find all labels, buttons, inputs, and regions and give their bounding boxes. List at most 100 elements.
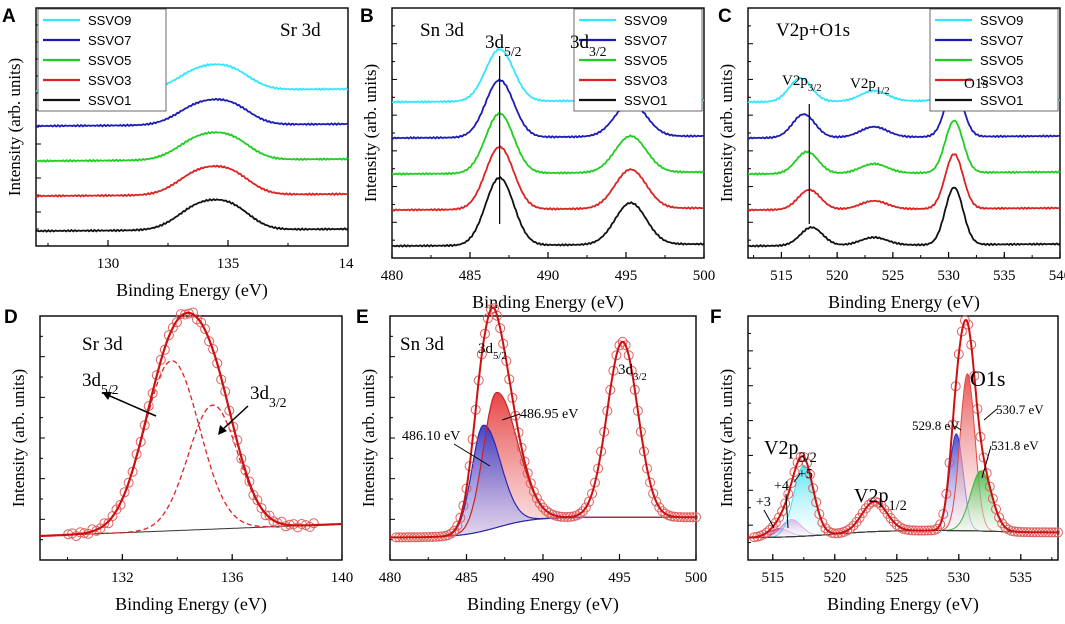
data-point bbox=[308, 518, 319, 529]
data-point bbox=[863, 499, 874, 510]
y-axis-label: Intensity (arb. units) bbox=[717, 369, 736, 507]
data-point bbox=[811, 497, 822, 508]
panel-C: 515 520 525 530 535 540 Binding Energy (eV) Int… bbox=[717, 7, 1065, 313]
peak-label: 3d5/2 bbox=[478, 341, 507, 362]
arrow-head bbox=[218, 425, 227, 435]
peak-label: 3d3/2 bbox=[570, 32, 607, 59]
x-tick-label: 485 bbox=[459, 268, 482, 284]
x-tick-label: 525 bbox=[882, 268, 905, 284]
y-axis-label: Intensity (arb. units) bbox=[9, 369, 28, 507]
legend-label: SSVO5 bbox=[624, 53, 667, 68]
valence-label: +4 bbox=[774, 479, 789, 494]
series-line-SSVO7 bbox=[35, 97, 349, 128]
x-tick-label: 130 bbox=[97, 256, 120, 272]
y-axis-label: Intensity (arb. units) bbox=[361, 64, 380, 202]
fit-envelope bbox=[390, 306, 696, 539]
legend-label: SSVO7 bbox=[980, 33, 1023, 48]
data-point bbox=[617, 336, 628, 347]
leader-line bbox=[793, 473, 801, 483]
leader-line bbox=[785, 493, 789, 529]
legend-label: SSVO3 bbox=[980, 73, 1023, 88]
x-tick-label: 500 bbox=[693, 268, 716, 284]
data-point bbox=[805, 469, 815, 480]
data-point bbox=[614, 340, 625, 351]
peak-label: V2p3/2 bbox=[764, 437, 817, 466]
x-tick-label: 535 bbox=[993, 268, 1016, 284]
x-tick-label: 540 bbox=[1049, 268, 1065, 284]
legend-label: SSVO1 bbox=[624, 93, 667, 108]
baseline bbox=[390, 516, 696, 538]
y-axis-label: Intensity (arb. units) bbox=[359, 369, 378, 507]
legend-label: SSVO5 bbox=[980, 53, 1023, 68]
data-point bbox=[780, 498, 791, 509]
data-point bbox=[492, 310, 503, 321]
x-tick-label: 135 bbox=[217, 256, 240, 272]
data-point bbox=[528, 486, 539, 497]
data-point bbox=[590, 477, 600, 488]
data-point bbox=[620, 340, 631, 351]
legend-label: SSVO7 bbox=[624, 33, 667, 48]
data-point bbox=[786, 478, 797, 489]
data-point bbox=[783, 489, 794, 499]
data-point bbox=[860, 503, 871, 514]
arrow-head bbox=[102, 392, 112, 400]
x-tick-label: 480 bbox=[381, 268, 404, 284]
x-axis-label: Binding Energy (eV) bbox=[828, 292, 980, 313]
data-point bbox=[994, 512, 1005, 523]
data-point bbox=[801, 458, 812, 469]
x-axis-label: Binding Energy (eV) bbox=[467, 594, 619, 615]
panel-title: Sr 3d bbox=[82, 334, 123, 355]
x-tick-label: 490 bbox=[532, 570, 555, 586]
data-point bbox=[240, 465, 251, 476]
data-point bbox=[814, 509, 825, 519]
legend-label: SSVO7 bbox=[88, 33, 131, 48]
x-axis-label: Binding Energy (eV) bbox=[116, 280, 268, 301]
component-3d32 bbox=[40, 404, 342, 537]
panel-D: 132 136 140 Binding Energy (eV) Intensity (a… bbox=[9, 307, 353, 615]
leader-line bbox=[501, 413, 521, 421]
y-axis-label: Intensity (arb. units) bbox=[717, 64, 736, 202]
component-label: 486.10 eV bbox=[402, 429, 460, 444]
panel-title: V2p+O1s bbox=[776, 20, 850, 41]
data-point bbox=[123, 477, 134, 488]
series-line-SSVO7 bbox=[391, 78, 705, 140]
panel-B: 480 485 490 495 500 Binding Energy (eV) Intens… bbox=[361, 7, 716, 313]
data-point bbox=[449, 525, 460, 536]
legend-label: SSVO1 bbox=[88, 93, 131, 108]
panel-title: Sn 3d bbox=[400, 334, 444, 355]
peak-label: 3d5/2 bbox=[485, 32, 522, 59]
peak-label: V2p1/2 bbox=[854, 485, 907, 514]
data-point bbox=[455, 512, 466, 523]
data-point bbox=[651, 496, 662, 507]
x-tick-label: 500 bbox=[685, 570, 708, 586]
component-label: 486.95 eV bbox=[520, 407, 578, 422]
panel-letter: E bbox=[356, 307, 369, 328]
x-tick-label: 490 bbox=[537, 268, 560, 284]
peak-label: V2p1/2 bbox=[850, 76, 890, 97]
panel-A: 130 135 14 Binding Energy (eV) Intensity (ar… bbox=[5, 7, 355, 301]
x-tick-label: 14 bbox=[339, 256, 355, 272]
data-point bbox=[99, 518, 110, 529]
x-tick-label: 480 bbox=[379, 570, 402, 586]
panel-title: Sn 3d bbox=[420, 20, 464, 41]
data-point bbox=[446, 528, 457, 539]
data-point bbox=[580, 502, 591, 513]
x-tick-label: 525 bbox=[886, 570, 909, 586]
series-line-SSVO3 bbox=[35, 164, 349, 198]
component-label: 530.7 eV bbox=[996, 402, 1044, 417]
data-point bbox=[522, 468, 533, 479]
data-point bbox=[212, 358, 223, 369]
panel-E: 480 485 490 495 500 Binding Energy (eV) Intens… bbox=[359, 303, 708, 615]
series-line-SSVO5 bbox=[35, 131, 349, 163]
peak-label: O1s bbox=[970, 366, 1005, 391]
leader-line bbox=[954, 425, 962, 431]
data-point bbox=[873, 497, 884, 508]
panel-F: 515 520 525 530 535 Binding Energy (eV) Intens… bbox=[717, 315, 1063, 615]
data-point bbox=[587, 488, 597, 499]
legend-label: SSVO3 bbox=[624, 73, 667, 88]
legend-label: SSVO9 bbox=[980, 13, 1023, 28]
fit-envelope bbox=[747, 318, 1058, 539]
data-point bbox=[795, 451, 806, 462]
data-point bbox=[984, 481, 995, 492]
data-point bbox=[252, 495, 263, 506]
